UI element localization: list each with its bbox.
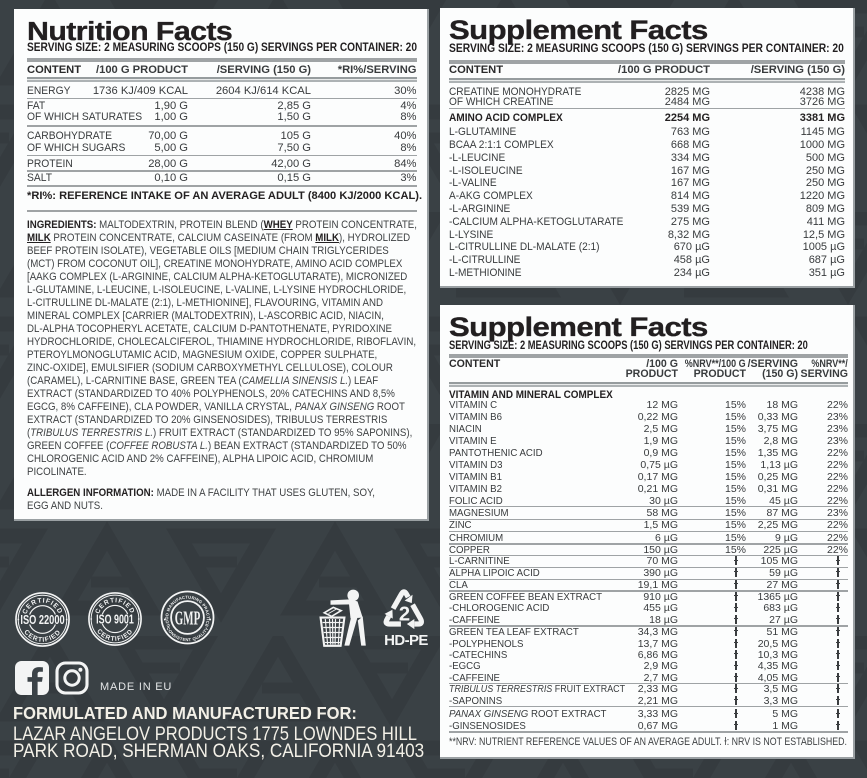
svg-text:GMP: GMP <box>175 608 201 629</box>
svg-text:ISO 22000: ISO 22000 <box>20 612 64 627</box>
svg-text:2: 2 <box>399 603 410 625</box>
svg-text:ISO 9001: ISO 9001 <box>96 611 134 626</box>
